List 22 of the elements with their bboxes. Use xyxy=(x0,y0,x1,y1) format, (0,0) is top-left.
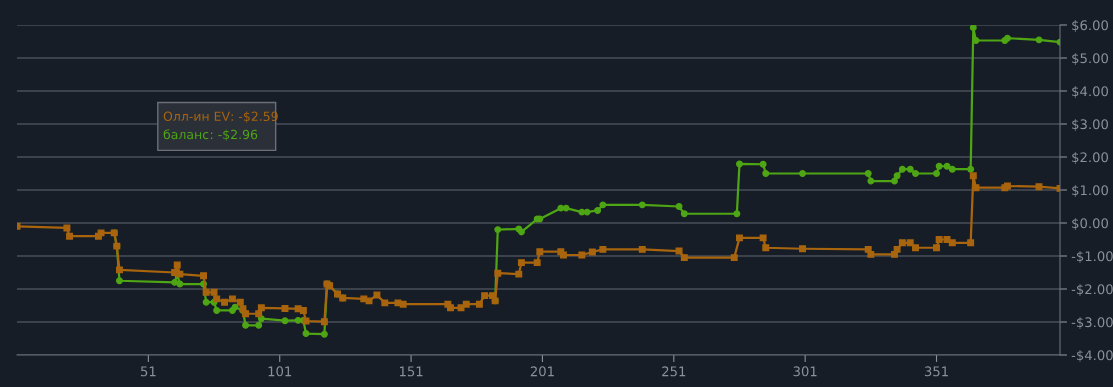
annotation: : -$2.96 xyxy=(210,129,258,141)
annotation: : -$2.59 xyxy=(231,111,278,123)
x-tick-label: 101 xyxy=(268,366,292,377)
y-tick-label: $5.00 xyxy=(1072,52,1109,65)
y-tick-label: $0.00 xyxy=(1072,217,1109,230)
y-tick-label: $6.00 xyxy=(1072,19,1109,32)
y-tick-label: $1.00 xyxy=(1072,184,1109,197)
x-tick-label: 351 xyxy=(924,366,948,377)
text: Олл-ин EV xyxy=(163,111,230,122)
y-tick-label: $3.00 xyxy=(1072,118,1109,131)
y-tick-label: -$2.00 xyxy=(1071,283,1113,296)
x-tick-label: 151 xyxy=(399,366,423,377)
x-tick-label: 301 xyxy=(793,366,817,377)
y-tick-label: -$1.00 xyxy=(1071,250,1113,263)
y-tick-label: -$3.00 xyxy=(1071,316,1113,329)
y-tick-label: $4.00 xyxy=(1072,85,1109,98)
x-tick-label: 51 xyxy=(140,366,156,377)
x-tick-label: 201 xyxy=(530,366,554,377)
y-tick-label: $2.00 xyxy=(1072,151,1109,164)
text: баланс xyxy=(163,129,209,140)
y-tick-label: -$4.00 xyxy=(1071,349,1113,362)
x-tick-label: 251 xyxy=(662,366,686,377)
